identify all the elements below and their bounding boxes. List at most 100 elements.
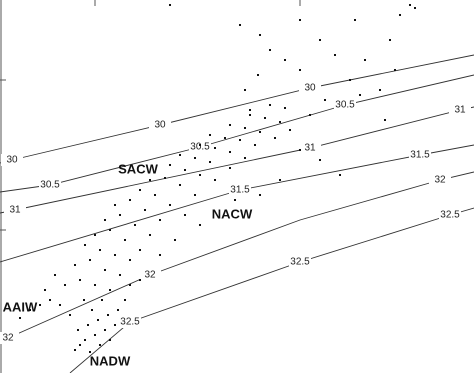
- point: [279, 179, 281, 181]
- point: [234, 199, 236, 201]
- point: [109, 339, 111, 341]
- point: [239, 139, 241, 141]
- point: [89, 259, 91, 261]
- contour-line: [0, 74, 474, 193]
- point: [129, 284, 131, 286]
- point: [284, 107, 286, 109]
- contour-label-bg: [439, 209, 461, 221]
- point: [139, 189, 141, 191]
- contour-line: [0, 106, 474, 214]
- point: [134, 224, 136, 226]
- contour-label: 32.5: [120, 317, 140, 328]
- point: [154, 194, 156, 196]
- point: [399, 14, 401, 16]
- point: [99, 249, 101, 251]
- point: [149, 179, 151, 181]
- point: [169, 4, 171, 6]
- point: [199, 174, 201, 176]
- water-mass-label: SACW: [118, 161, 158, 176]
- point: [184, 214, 186, 216]
- contour-label: 32: [144, 270, 156, 281]
- point: [119, 274, 121, 276]
- contour-label: 32: [2, 333, 14, 344]
- point: [199, 144, 201, 146]
- point: [164, 177, 166, 179]
- contour-label-bg: [429, 174, 451, 186]
- contour-line: [69, 207, 474, 373]
- point: [274, 137, 276, 139]
- point: [284, 59, 286, 61]
- point: [409, 4, 411, 6]
- point: [139, 279, 141, 281]
- point: [64, 284, 66, 286]
- point: [194, 157, 196, 159]
- point: [114, 204, 116, 206]
- point: [209, 134, 211, 136]
- contour-label: 32.5: [440, 210, 460, 221]
- point: [94, 284, 96, 286]
- point: [224, 137, 226, 139]
- point: [379, 89, 381, 91]
- contour-label: 31: [304, 143, 316, 154]
- contour-label-bg: [189, 141, 211, 153]
- point: [309, 114, 311, 116]
- point: [97, 319, 99, 321]
- contour-label: 30: [154, 120, 166, 131]
- point: [69, 314, 71, 316]
- point: [194, 194, 196, 196]
- contour-label: 30.5: [335, 100, 355, 111]
- point: [77, 329, 79, 331]
- point: [279, 121, 281, 123]
- contour-line: [0, 171, 474, 343]
- point: [359, 94, 361, 96]
- point: [109, 289, 111, 291]
- point: [319, 159, 321, 161]
- point: [91, 309, 93, 311]
- water-mass-label: NADW: [90, 353, 131, 368]
- contour-label-bg: [4, 204, 26, 216]
- point: [169, 204, 171, 206]
- point: [364, 59, 366, 61]
- point: [289, 129, 291, 131]
- point: [254, 144, 256, 146]
- contour-label: 30.5: [190, 142, 210, 153]
- point: [259, 194, 261, 196]
- point: [83, 299, 85, 301]
- point: [129, 199, 131, 201]
- point: [89, 351, 91, 353]
- contour-label: 31: [9, 205, 21, 216]
- point: [169, 164, 171, 166]
- water-mass-label: AAIW: [3, 299, 38, 314]
- contour-label: 32: [434, 175, 446, 186]
- contour-label-bg: [289, 256, 311, 268]
- point: [214, 147, 216, 149]
- contour-label-bg: [299, 142, 321, 154]
- point: [114, 254, 116, 256]
- contour-label-bg: [229, 184, 251, 196]
- point: [414, 7, 416, 9]
- point: [149, 234, 151, 236]
- contour-label-bg: [0, 332, 19, 344]
- contour-label-bg: [1, 154, 23, 166]
- contour-label-bg: [139, 269, 161, 281]
- contour-label-bg: [119, 316, 141, 328]
- point: [394, 69, 396, 71]
- contour-label: 30.5: [40, 180, 60, 191]
- point: [84, 244, 86, 246]
- point: [101, 299, 103, 301]
- point: [269, 104, 271, 106]
- point: [229, 167, 231, 169]
- point: [104, 269, 106, 271]
- point: [79, 344, 81, 346]
- contour-label-bg: [299, 82, 321, 94]
- point: [354, 19, 356, 21]
- point: [159, 219, 161, 221]
- point: [94, 234, 96, 236]
- point: [139, 249, 141, 251]
- point: [384, 119, 386, 121]
- point: [339, 174, 341, 176]
- point: [259, 34, 261, 36]
- point: [124, 239, 126, 241]
- point: [109, 229, 111, 231]
- point: [249, 114, 251, 116]
